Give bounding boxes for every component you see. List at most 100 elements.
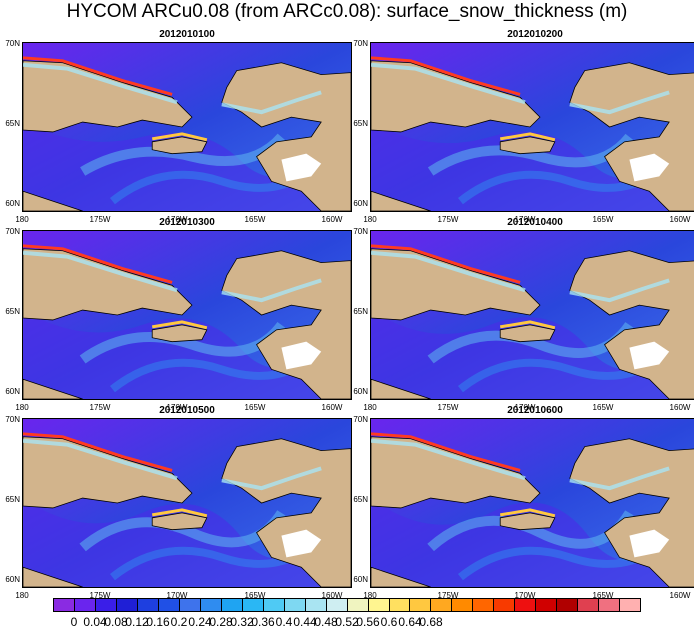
- panel-date-title: 2012010600: [507, 405, 563, 416]
- longitude-tick-label: 160W: [321, 591, 343, 600]
- longitude-tick-label: 160W: [321, 215, 343, 224]
- longitude-tick-label: 180: [15, 403, 29, 412]
- colorbar-swatch: [95, 599, 117, 611]
- longitude-tick-label: 175W: [437, 215, 459, 224]
- latitude-tick-label: 70N: [5, 415, 20, 424]
- colorbar-tick-label: 0.48: [314, 615, 338, 629]
- map-panel: 2012010200 70N 65N 60N 180 175W 170W 165W 160W: [353, 29, 694, 224]
- colorbar-swatch: [221, 599, 243, 611]
- latitude-tick-label: 65N: [353, 495, 368, 504]
- colorbar-tick-label: 0.44: [293, 615, 317, 629]
- longitude-tick-label: 165W: [244, 215, 266, 224]
- latitude-tick-label: 65N: [353, 119, 368, 128]
- snow-thickness-map: [370, 418, 694, 588]
- colorbar-swatch: [200, 599, 222, 611]
- colorbar-swatch: [137, 599, 159, 611]
- latitude-tick-label: 70N: [353, 227, 368, 236]
- colorbar-tick-label: 0.32: [230, 615, 254, 629]
- latitude-tick-label: 70N: [353, 415, 368, 424]
- colorbar-tick-label: 0: [70, 615, 78, 629]
- colorbar-swatch: [179, 599, 201, 611]
- colorbar-swatch: [620, 599, 641, 611]
- latitude-tick-label: 70N: [5, 227, 20, 236]
- longitude-tick-label: 175W: [437, 403, 459, 412]
- longitude-tick-label: 165W: [592, 591, 614, 600]
- latitude-tick-label: 65N: [5, 119, 20, 128]
- longitude-tick-label: 170W: [514, 215, 536, 224]
- colorbar-tick-label: 0.6: [380, 615, 398, 629]
- panel-date-title: 2012010400: [507, 217, 563, 228]
- colorbar-swatch: [578, 599, 600, 611]
- longitude-tick-label: 170W: [166, 215, 188, 224]
- colorbar-swatch: [431, 599, 453, 611]
- colorbar-tick-label: 0.12: [125, 615, 149, 629]
- colorbar-swatch: [599, 599, 621, 611]
- latitude-tick-label: 60N: [5, 575, 20, 584]
- colorbar-tick-label: 0.2: [170, 615, 188, 629]
- longitude-tick-label: 170W: [514, 591, 536, 600]
- snow-thickness-map: [22, 418, 352, 588]
- colorbar: [53, 598, 641, 612]
- colorbar-swatch: [74, 599, 96, 611]
- colorbar-swatch: [557, 599, 579, 611]
- colorbar-swatch: [116, 599, 138, 611]
- colorbar-swatch: [536, 599, 558, 611]
- snow-thickness-map: [22, 42, 352, 212]
- longitude-tick-label: 175W: [89, 215, 111, 224]
- latitude-tick-label: 65N: [5, 495, 20, 504]
- longitude-tick-label: 170W: [166, 403, 188, 412]
- colorbar-swatch: [515, 599, 537, 611]
- map-panel: 2012010100 70N 65N 60N 180 175W 170W 165W 160W: [5, 29, 352, 224]
- longitude-tick-label: 160W: [669, 403, 691, 412]
- panel-date-title: 2012010500: [159, 405, 215, 416]
- latitude-tick-label: 70N: [5, 39, 20, 48]
- colorbar-swatch: [494, 599, 516, 611]
- colorbar-tick-label: 0.36: [251, 615, 275, 629]
- colorbar-tick-label: 0.08: [104, 615, 128, 629]
- colorbar-tick-label: 0.16: [146, 615, 170, 629]
- map-panel: 2012010400 70N 65N 60N 180 175W 170W 165W 160W: [353, 217, 694, 412]
- longitude-tick-label: 175W: [437, 591, 459, 600]
- colorbar-tick-label: 0.28: [209, 615, 233, 629]
- longitude-tick-label: 165W: [244, 591, 266, 600]
- colorbar-tick-label: 0.04: [83, 615, 107, 629]
- colorbar-swatch: [368, 599, 390, 611]
- longitude-tick-label: 180: [363, 215, 377, 224]
- latitude-tick-label: 60N: [353, 575, 368, 584]
- colorbar-swatch: [389, 599, 411, 611]
- latitude-tick-label: 70N: [353, 39, 368, 48]
- latitude-tick-label: 65N: [5, 307, 20, 316]
- colorbar-tick-label: 0.56: [356, 615, 380, 629]
- longitude-tick-label: 175W: [89, 403, 111, 412]
- longitude-tick-label: 160W: [669, 215, 691, 224]
- longitude-tick-label: 165W: [592, 215, 614, 224]
- map-panel: 2012010500 70N 65N 60N 180 175W 170W 165W 160W: [5, 405, 352, 600]
- longitude-tick-label: 180: [363, 403, 377, 412]
- map-panel: 2012010600 70N 65N 60N 180 175W 170W 165W 160W: [353, 405, 694, 600]
- longitude-tick-label: 170W: [514, 403, 536, 412]
- colorbar-swatch: [347, 599, 369, 611]
- colorbar-swatch: [158, 599, 180, 611]
- colorbar-swatch: [305, 599, 327, 611]
- latitude-tick-label: 60N: [353, 199, 368, 208]
- colorbar-swatch: [410, 599, 432, 611]
- colorbar-tick-label: 0.68: [419, 615, 443, 629]
- colorbar-tick-label: 0.64: [398, 615, 422, 629]
- colorbar-swatch: [473, 599, 495, 611]
- colorbar-swatch: [284, 599, 306, 611]
- colorbar-tick-label: 0.52: [335, 615, 359, 629]
- colorbar-swatch: [263, 599, 285, 611]
- panel-date-title: 2012010100: [159, 29, 215, 40]
- latitude-tick-label: 60N: [5, 199, 20, 208]
- longitude-tick-label: 170W: [166, 591, 188, 600]
- colorbar-swatch: [452, 599, 474, 611]
- longitude-tick-label: 175W: [89, 591, 111, 600]
- latitude-tick-label: 60N: [5, 387, 20, 396]
- colorbar-tick-label: 0.24: [188, 615, 212, 629]
- map-panel: 2012010300 70N 65N 60N 180 175W 170W 165W 160W: [5, 217, 352, 412]
- longitude-tick-label: 180: [363, 591, 377, 600]
- longitude-tick-label: 180: [15, 591, 29, 600]
- colorbar-labels: 0 0.04 0.08 0.12 0.16 0.2 0.24 0.28 0.32 0.36 0.4 0…: [53, 615, 641, 629]
- snow-thickness-map: [370, 42, 694, 212]
- panel-date-title: 2012010200: [507, 29, 563, 40]
